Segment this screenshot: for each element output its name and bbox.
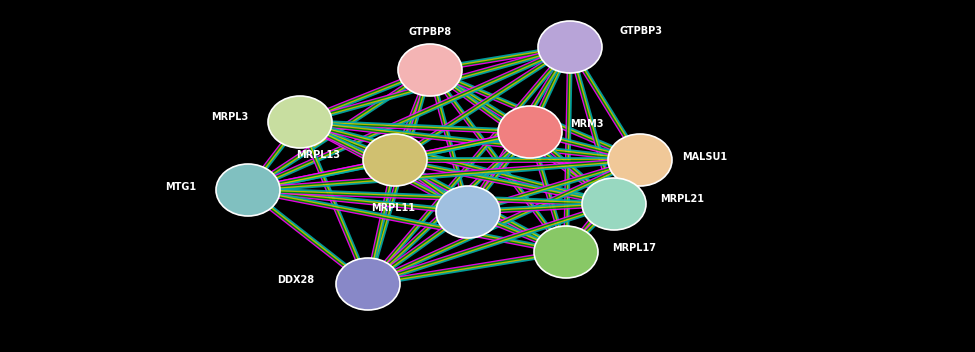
- Text: MRPL17: MRPL17: [612, 243, 656, 253]
- Text: MRPL21: MRPL21: [660, 194, 704, 204]
- Text: MRM3: MRM3: [570, 119, 604, 129]
- Text: MALSU1: MALSU1: [682, 152, 727, 162]
- Text: DDX28: DDX28: [277, 275, 314, 285]
- Ellipse shape: [398, 44, 462, 96]
- Ellipse shape: [534, 226, 598, 278]
- Ellipse shape: [216, 164, 280, 216]
- Text: MRPL11: MRPL11: [371, 203, 415, 213]
- Ellipse shape: [608, 134, 672, 186]
- Ellipse shape: [336, 258, 400, 310]
- Text: GTPBP3: GTPBP3: [620, 26, 663, 36]
- Ellipse shape: [436, 186, 500, 238]
- Ellipse shape: [363, 134, 427, 186]
- Text: MRPL3: MRPL3: [211, 112, 248, 122]
- Ellipse shape: [268, 96, 332, 148]
- Text: MTG1: MTG1: [165, 182, 196, 192]
- Ellipse shape: [498, 106, 562, 158]
- Text: MRPL13: MRPL13: [296, 150, 340, 160]
- Text: GTPBP8: GTPBP8: [409, 27, 451, 37]
- Ellipse shape: [538, 21, 602, 73]
- Ellipse shape: [582, 178, 646, 230]
